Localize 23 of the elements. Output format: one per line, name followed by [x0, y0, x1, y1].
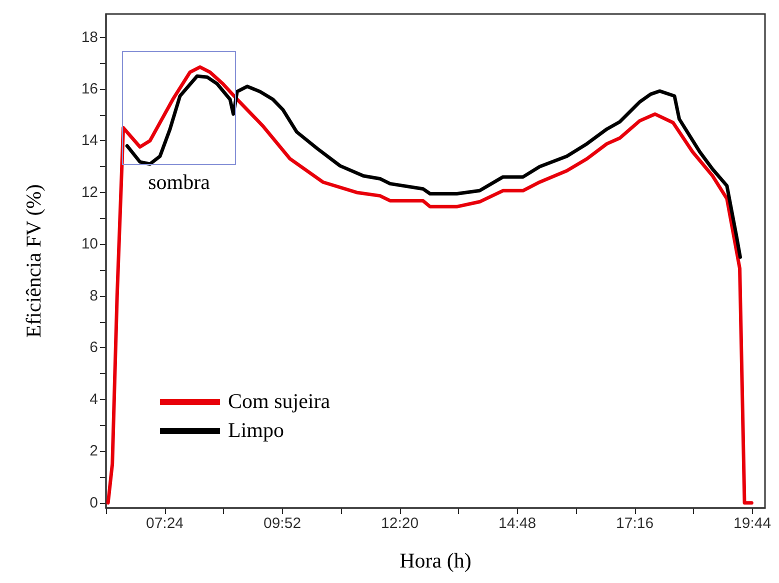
y-tick-label: 0	[90, 494, 98, 512]
y-tick-label: 16	[81, 80, 98, 98]
legend-label: Limpo	[228, 418, 284, 443]
x-tick-label: 14:48	[498, 515, 536, 532]
annotation: sombra	[147, 170, 211, 195]
y-tick-label: 14	[81, 132, 98, 150]
y-tick-label: 18	[81, 28, 98, 46]
line-series	[125, 74, 742, 259]
legend-label: Com sujeira	[228, 389, 330, 414]
x-tick-label: 19:44	[734, 515, 772, 532]
y-tick-label: 8	[90, 287, 98, 304]
line-series	[106, 65, 754, 505]
y-tick-label: 12	[81, 184, 98, 201]
y-tick-label: 10	[81, 236, 98, 253]
x-tick-label: 09:52	[263, 515, 302, 532]
y-tick-label: 6	[90, 339, 98, 356]
x-tick-label: 07:24	[146, 515, 184, 532]
x-axis-title: Hora (h)	[400, 548, 472, 572]
x-tick-label: 12:20	[380, 515, 419, 532]
y-tick-label: 4	[90, 390, 98, 408]
x-tick-label: 17:16	[616, 515, 654, 532]
y-tick-label: 2	[90, 442, 98, 460]
y-axis-title: Eficiência FV (%)	[22, 184, 46, 338]
